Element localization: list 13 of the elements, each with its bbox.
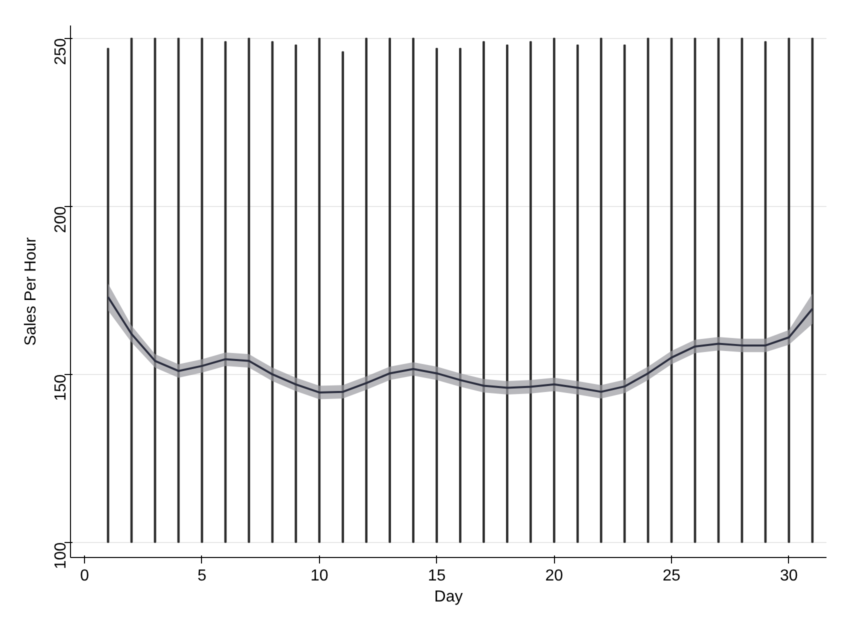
x-tick-label: 10 [310,568,328,584]
y-tick-label: 100 [52,542,70,570]
x-tick-label: 25 [662,568,681,584]
x-tick-label: 15 [428,568,446,584]
x-axis-title: Day [434,588,463,606]
x-tick-label: 5 [198,568,207,584]
y-axis-title: Sales Per Hour [22,236,40,346]
x-tick-label: 20 [545,568,564,584]
x-tick-label: 30 [780,568,798,584]
y-tick-label: 200 [52,206,70,233]
y-tick-label: 150 [52,374,70,402]
y-tick-label: 250 [52,38,70,65]
x-tick-label: 0 [80,568,90,584]
